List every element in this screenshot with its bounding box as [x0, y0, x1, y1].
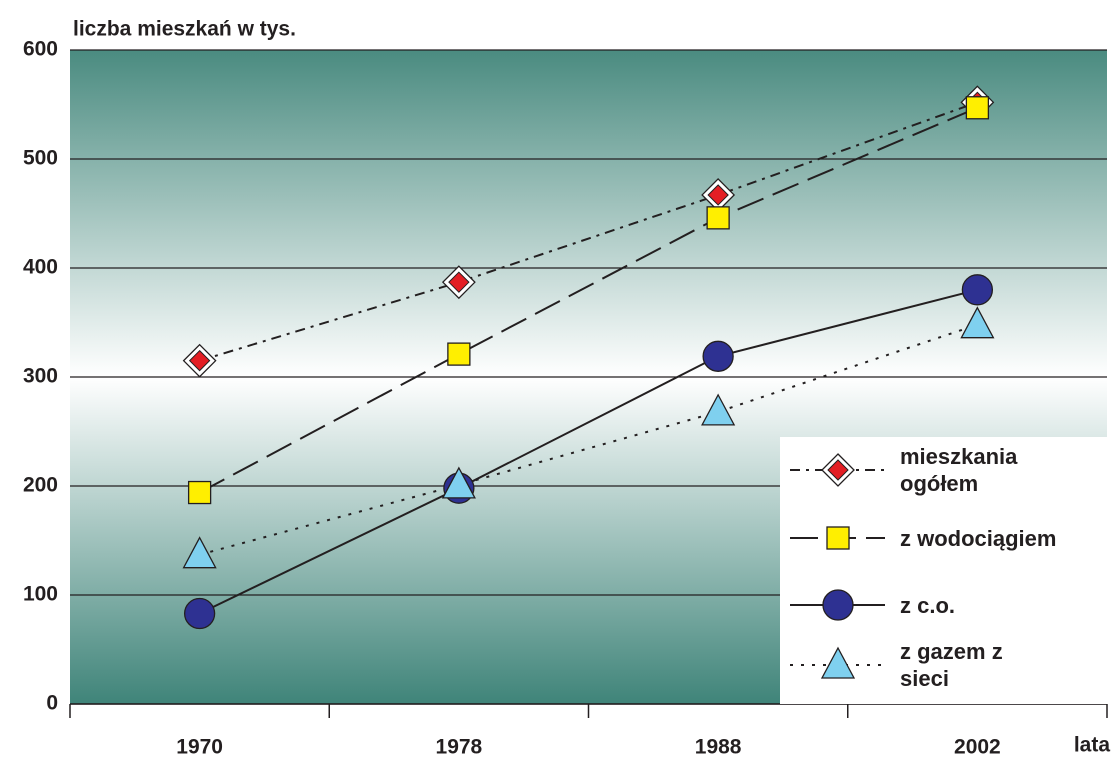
marker-triangle: [182, 536, 217, 569]
legend-label: z gazem z sieci: [900, 639, 1003, 691]
marker-square: [965, 96, 990, 120]
series-line: [199, 101, 978, 362]
marker-circle: [702, 340, 734, 372]
y-tick-label: 300: [23, 365, 58, 388]
marker-diamond-inner: [707, 184, 729, 206]
marker-circle: [822, 589, 854, 621]
x-tick-label: 1988: [695, 736, 742, 759]
y-tick-label: 0: [46, 692, 58, 715]
marker-triangle: [820, 646, 856, 679]
y-tick-label: 100: [23, 583, 58, 606]
series-line: [199, 106, 978, 494]
y-tick-label: 200: [23, 474, 58, 497]
marker-diamond-inner: [827, 459, 849, 481]
marker-triangle: [701, 393, 736, 426]
marker-square: [447, 342, 471, 366]
marker-square: [706, 206, 730, 230]
marker-circle: [183, 597, 216, 630]
y-tick-label: 500: [23, 147, 58, 170]
legend-label: z c.o.: [900, 592, 956, 618]
marker-diamond: [182, 343, 217, 378]
x-tick-label: 1970: [176, 736, 223, 759]
marker-triangle: [960, 306, 995, 339]
marker-diamond: [441, 265, 476, 300]
y-axis-title: liczba mieszkań w tys.: [73, 18, 296, 41]
series-line: [199, 288, 978, 615]
marker-diamond: [701, 178, 736, 212]
marker-triangle: [441, 466, 476, 499]
legend-label: mieszkania ogółem: [900, 444, 1018, 496]
marker-circle: [961, 274, 994, 306]
x-tick-label: 1978: [436, 736, 483, 759]
marker-square: [187, 480, 212, 505]
marker-diamond-inner: [188, 349, 211, 372]
marker-diamond: [821, 453, 855, 487]
legend-label: z wodociągiem: [900, 525, 1057, 551]
x-axis-title: lata: [1074, 734, 1111, 757]
marker-square: [826, 526, 850, 550]
x-tick-label: 2002: [954, 736, 1001, 759]
y-tick-label: 600: [23, 38, 58, 61]
y-tick-label: 400: [23, 256, 58, 279]
series-line: [199, 323, 978, 556]
marker-diamond-inner: [448, 271, 470, 293]
